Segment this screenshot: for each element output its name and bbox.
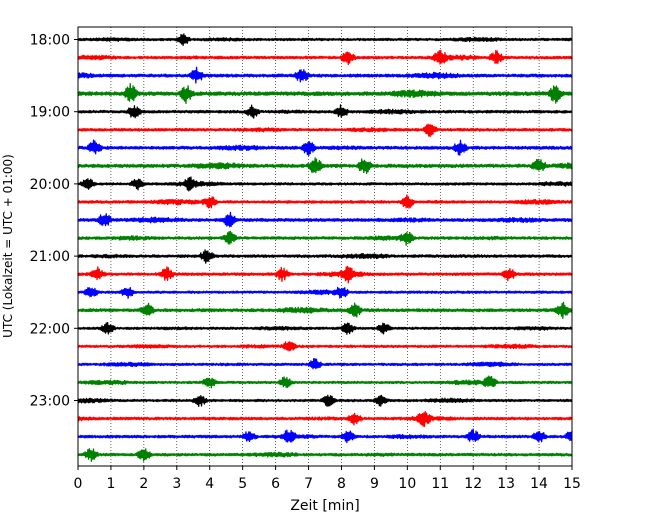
trace-line-2030: [77, 211, 573, 228]
plot-frame: [77, 26, 573, 467]
x-tick-label: 5: [238, 476, 247, 492]
trace-line-1845: [77, 82, 573, 105]
x-tick-label: 11: [431, 476, 449, 492]
x-tick-label: 6: [271, 476, 280, 492]
trace-line-1830: [77, 66, 573, 84]
x-grid: [110, 27, 540, 466]
trace-line-2200: [77, 322, 573, 335]
trace-line-2230: [77, 358, 573, 370]
trace-line-2245: [77, 375, 573, 389]
trace-line-2000: [77, 176, 573, 192]
trace-line-1915: [77, 123, 573, 138]
y-tick-label: 19:00: [30, 105, 70, 121]
y-tick-label: 20:00: [30, 177, 70, 193]
x-tick-label: 12: [464, 476, 482, 492]
trace-line-2215: [77, 341, 573, 352]
x-tick-label: 3: [172, 476, 181, 492]
x-tick-label: 14: [530, 476, 548, 492]
trace-line-2345: [77, 448, 573, 462]
x-tick-label: 7: [304, 476, 313, 492]
y-ticks: 18:00 19:00 20:00 21:00 22:00 23:00: [30, 33, 78, 410]
trace-line-2045: [77, 230, 573, 246]
trace-line-2315: [77, 411, 573, 427]
traces: [77, 33, 573, 462]
x-tick-label: 0: [74, 476, 83, 492]
trace-line-2015: [77, 194, 573, 209]
trace-line-2330: [77, 428, 573, 444]
x-axis-label: Zeit [min]: [290, 498, 359, 514]
x-tick-label: 8: [337, 476, 346, 492]
y-tick-label: 21:00: [30, 249, 70, 265]
trace-line-2130: [77, 286, 573, 299]
x-tick-label: 9: [370, 476, 379, 492]
trace-line-1900: [77, 104, 573, 119]
trace-line-1945: [77, 157, 573, 174]
x-ticks: 0 1 2 3 4 5 6 7 8 9 10 11 12 13 14 15: [74, 466, 581, 492]
trace-line-1800: [77, 33, 573, 47]
trace-line-2145: [77, 301, 573, 320]
x-tick-label: 10: [398, 476, 416, 492]
trace-line-2115: [77, 265, 573, 284]
y-axis-label: UTC (Lokalzeit = UTC + 01:00): [1, 154, 15, 338]
trace-line-1815: [77, 49, 573, 66]
x-tick-label: 4: [205, 476, 214, 492]
x-tick-label: 13: [497, 476, 515, 492]
y-tick-label: 22:00: [30, 321, 70, 337]
trace-line-2100: [77, 249, 573, 264]
x-tick-label: 1: [106, 476, 115, 492]
x-tick-label: 2: [139, 476, 148, 492]
x-tick-label: 15: [563, 476, 581, 492]
trace-line-1930: [77, 139, 573, 157]
trace-line-2300: [77, 394, 573, 408]
y-tick-label: 23:00: [30, 394, 70, 410]
y-tick-label: 18:00: [30, 33, 70, 49]
